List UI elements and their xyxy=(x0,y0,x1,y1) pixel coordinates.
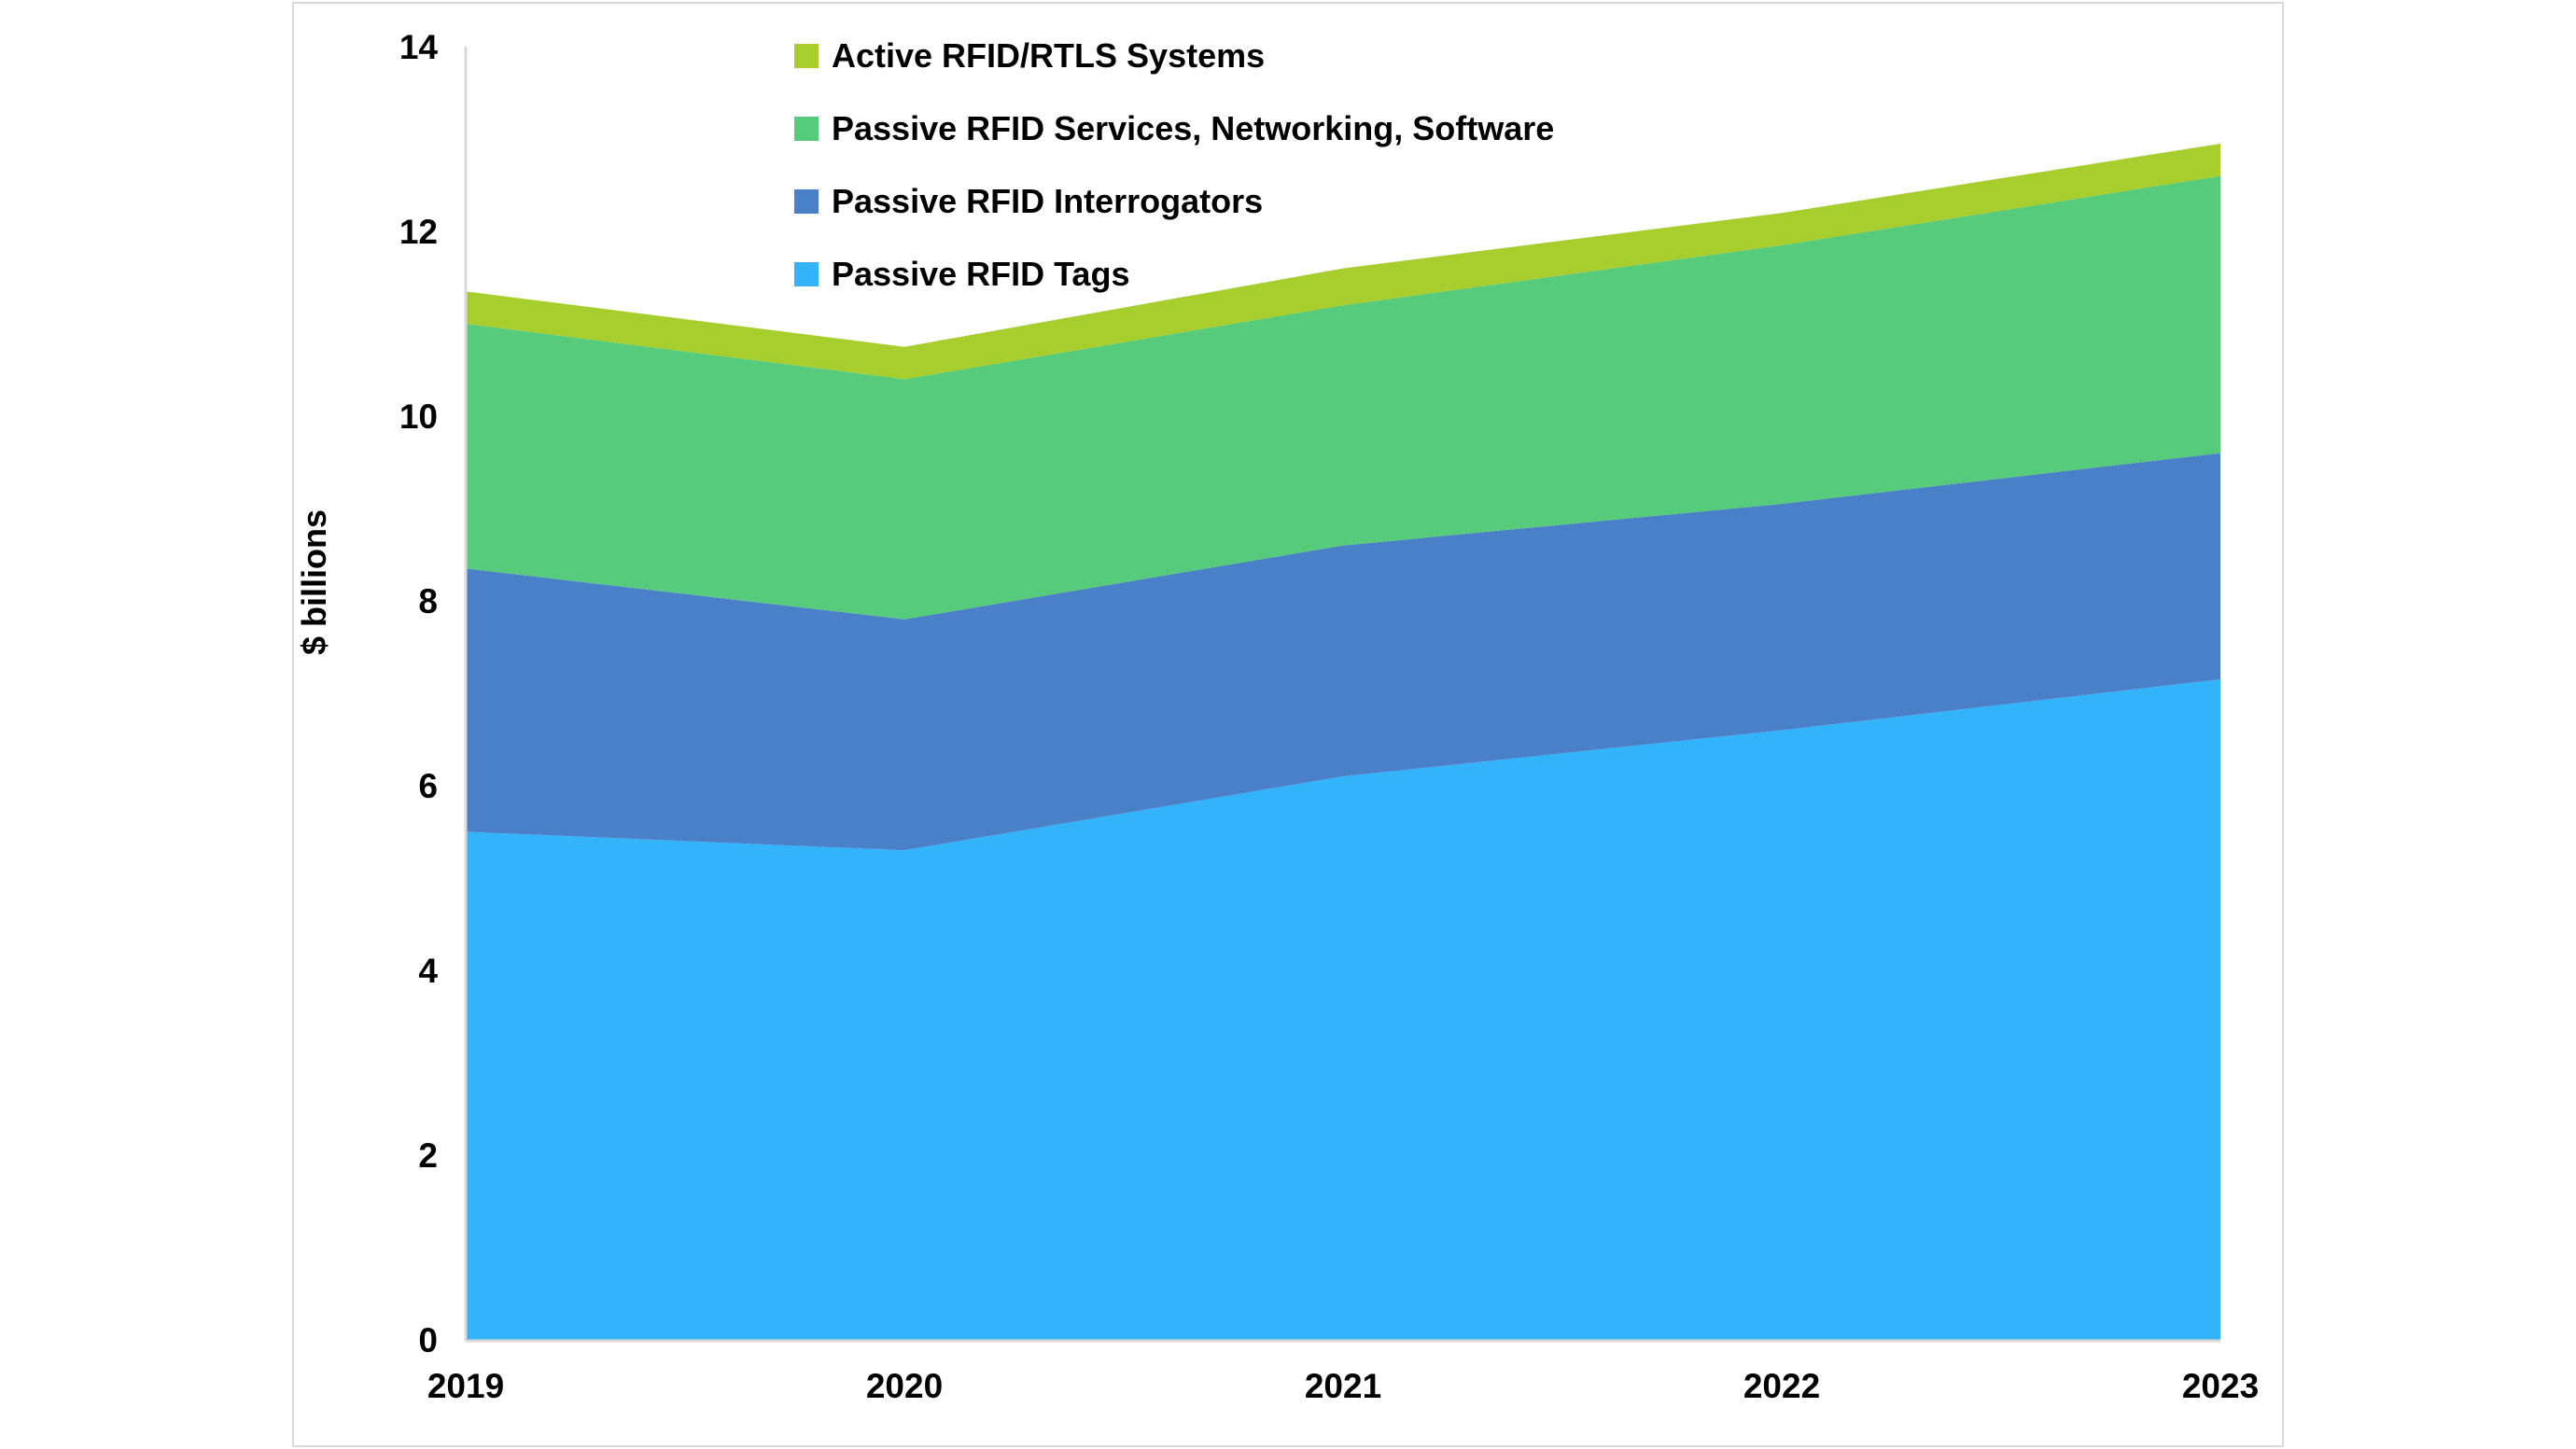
legend-item-passive-rfid-tags: Passive RFID Tags xyxy=(794,256,1554,293)
chart-legend: Active RFID/RTLS Systems Passive RFID Ser… xyxy=(794,37,1554,328)
y-tick-label: 14 xyxy=(399,28,439,66)
legend-item-passive-rfid-services-networking-software: Passive RFID Services, Networking, Softw… xyxy=(794,110,1554,147)
legend-swatch xyxy=(794,44,819,68)
y-tick-label: 0 xyxy=(418,1321,438,1359)
x-tick-label: 2019 xyxy=(427,1367,504,1405)
tick-labels-group: 0 2 4 6 8 10 12 14 2019 2020 2021 2022 2023 xyxy=(399,28,2259,1405)
x-tick-label: 2020 xyxy=(866,1367,943,1405)
area-series-passive-rfid-interrogators xyxy=(466,453,2220,851)
y-tick-label: 4 xyxy=(418,952,438,990)
legend-label: Active RFID/RTLS Systems xyxy=(832,36,1266,75)
stacked-area-chart: 0 2 4 6 8 10 12 14 2019 2020 2021 2022 2023 $ billio… xyxy=(295,28,2259,1405)
y-tick-label: 6 xyxy=(418,767,438,805)
legend-swatch xyxy=(794,117,819,141)
legend-label: Passive RFID Tags xyxy=(832,255,1130,293)
y-axis-title: $ billions xyxy=(295,509,333,655)
legend-label: Passive RFID Services, Networking, Softw… xyxy=(832,109,1555,147)
area-series-group xyxy=(466,143,2220,1340)
y-tick-label: 10 xyxy=(399,397,438,436)
legend-item-passive-rfid-interrogators: Passive RFID Interrogators xyxy=(794,183,1554,220)
chart-panel: 0 2 4 6 8 10 12 14 2019 2020 2021 2022 2023 $ billio… xyxy=(292,2,2284,1447)
x-tick-label: 2023 xyxy=(2182,1367,2259,1405)
legend-item-active-rfid-rtls-systems: Active RFID/RTLS Systems xyxy=(794,37,1554,75)
legend-label: Passive RFID Interrogators xyxy=(832,182,1264,220)
y-tick-label: 12 xyxy=(399,213,438,251)
y-tick-label: 8 xyxy=(418,582,438,620)
x-tick-label: 2021 xyxy=(1305,1367,1381,1405)
x-tick-label: 2022 xyxy=(1743,1367,1820,1405)
axes-group xyxy=(464,47,2220,1343)
legend-swatch xyxy=(794,262,819,286)
legend-swatch xyxy=(794,189,819,214)
y-tick-label: 2 xyxy=(418,1136,438,1175)
area-series-passive-rfid-tags xyxy=(466,679,2220,1340)
area-series-passive-rfid-services-networking-software xyxy=(466,175,2220,620)
